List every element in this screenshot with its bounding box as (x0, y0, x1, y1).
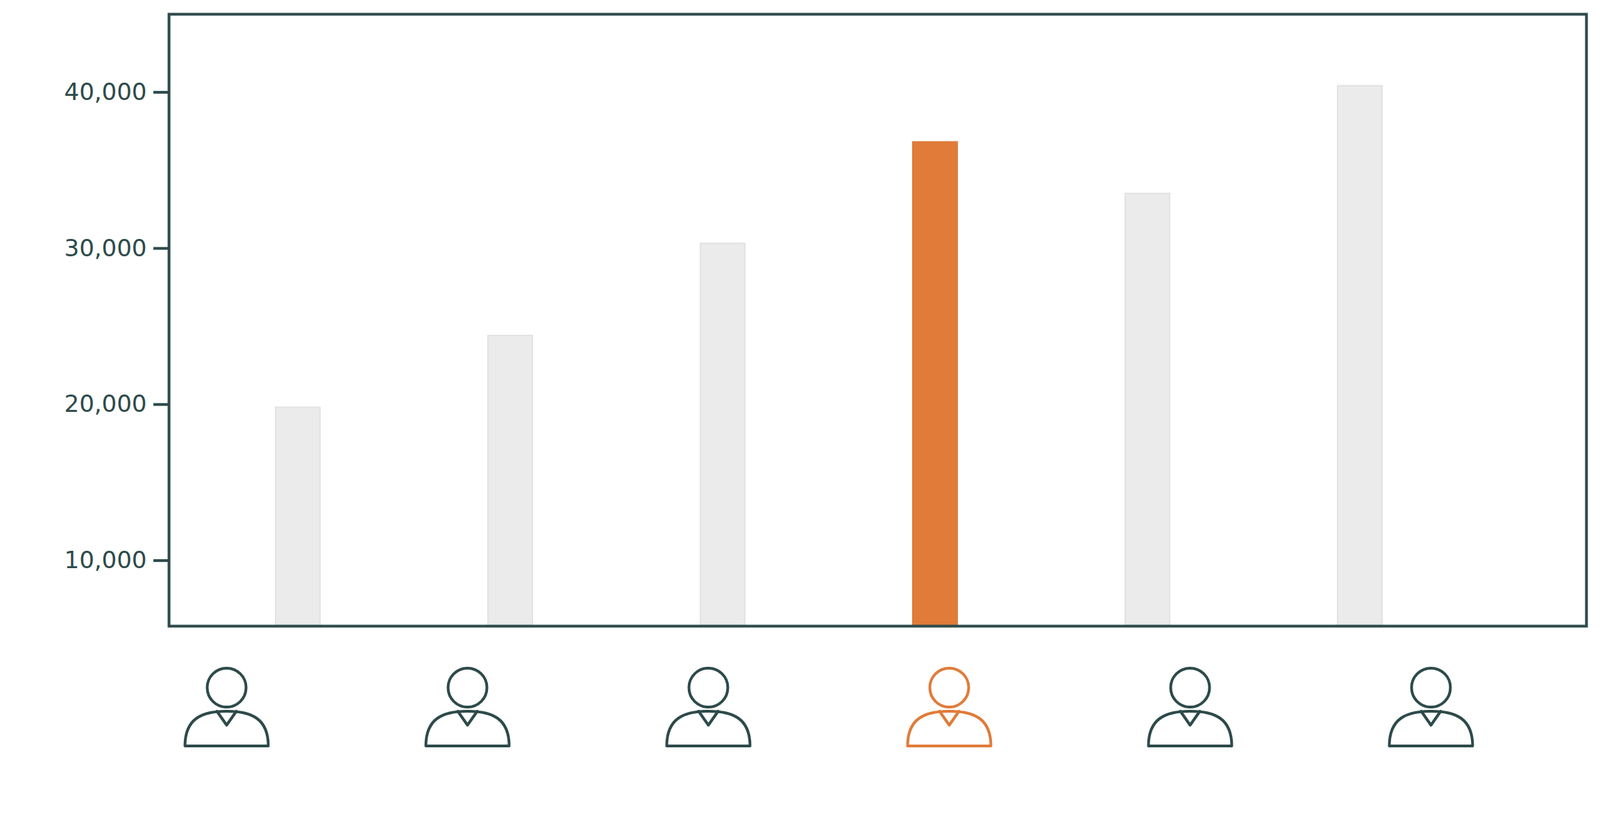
svg-text:30,000: 30,000 (64, 233, 148, 261)
svg-text:20,000: 20,000 (64, 389, 148, 418)
svg-text:40,000: 40,000 (64, 77, 148, 106)
svg-text:10,000: 10,000 (64, 545, 148, 574)
